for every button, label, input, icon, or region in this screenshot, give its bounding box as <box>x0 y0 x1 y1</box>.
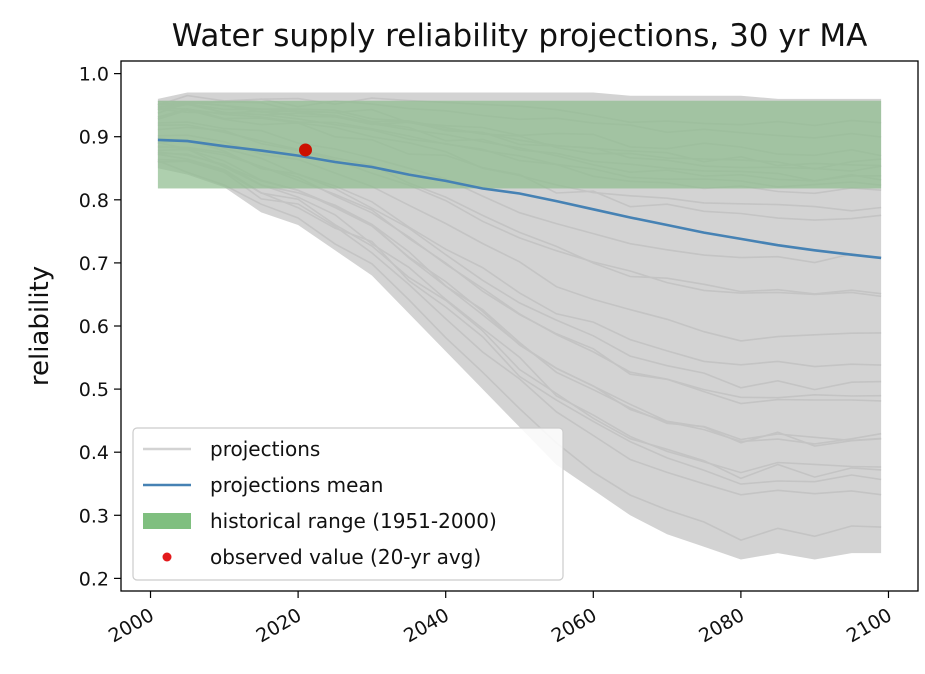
x-tick-label: 2000 <box>105 604 158 647</box>
historical-range-band <box>157 100 882 189</box>
x-tick-label: 2040 <box>400 604 453 647</box>
projection-line <box>157 158 882 480</box>
projection-line <box>157 153 882 485</box>
projections-mean-line <box>157 138 882 260</box>
y-tick-label: 0.6 <box>79 316 109 338</box>
legend: projections projections mean historical ra… <box>132 427 564 581</box>
x-axis: 2000 2020 2040 2060 2080 2100 <box>105 591 896 647</box>
legend-swatch-patch <box>143 513 191 529</box>
x-tick-label: 2080 <box>695 604 748 647</box>
y-axis: 0.2 0.3 0.4 0.5 0.6 0.7 0.8 0.9 1.0 <box>79 64 121 590</box>
y-axis-label: reliability <box>25 266 55 386</box>
y-tick-label: 0.9 <box>79 127 109 149</box>
legend-entry: projections mean <box>143 473 383 497</box>
y-tick-label: 0.3 <box>79 505 109 527</box>
y-tick-label: 0.8 <box>79 190 109 212</box>
legend-label: projections <box>210 437 320 461</box>
legend-box <box>132 427 564 581</box>
legend-swatch-dot <box>162 552 172 562</box>
chart-title: Water supply reliability projections, 30… <box>172 18 868 54</box>
plot-area <box>157 92 882 560</box>
legend-entry: historical range (1951-2000) <box>143 509 497 533</box>
y-tick-label: 0.7 <box>79 253 109 275</box>
projection-line <box>157 151 882 474</box>
legend-label: historical range (1951-2000) <box>210 509 497 533</box>
legend-entry: observed value (20-yr avg) <box>162 545 481 569</box>
legend-label: observed value (20-yr avg) <box>210 545 481 569</box>
y-tick-label: 1.0 <box>79 64 109 86</box>
y-tick-label: 0.2 <box>79 568 109 590</box>
legend-entry: projections <box>143 437 320 461</box>
x-tick-label: 2060 <box>548 604 601 647</box>
projection-line <box>157 159 882 541</box>
observed-point <box>298 143 312 157</box>
projection-line <box>157 160 882 496</box>
x-tick-label: 2020 <box>253 604 306 647</box>
y-tick-label: 0.5 <box>79 379 109 401</box>
y-tick-label: 0.4 <box>79 442 109 464</box>
x-tick-label: 2100 <box>843 604 896 647</box>
legend-label: projections mean <box>210 473 383 497</box>
